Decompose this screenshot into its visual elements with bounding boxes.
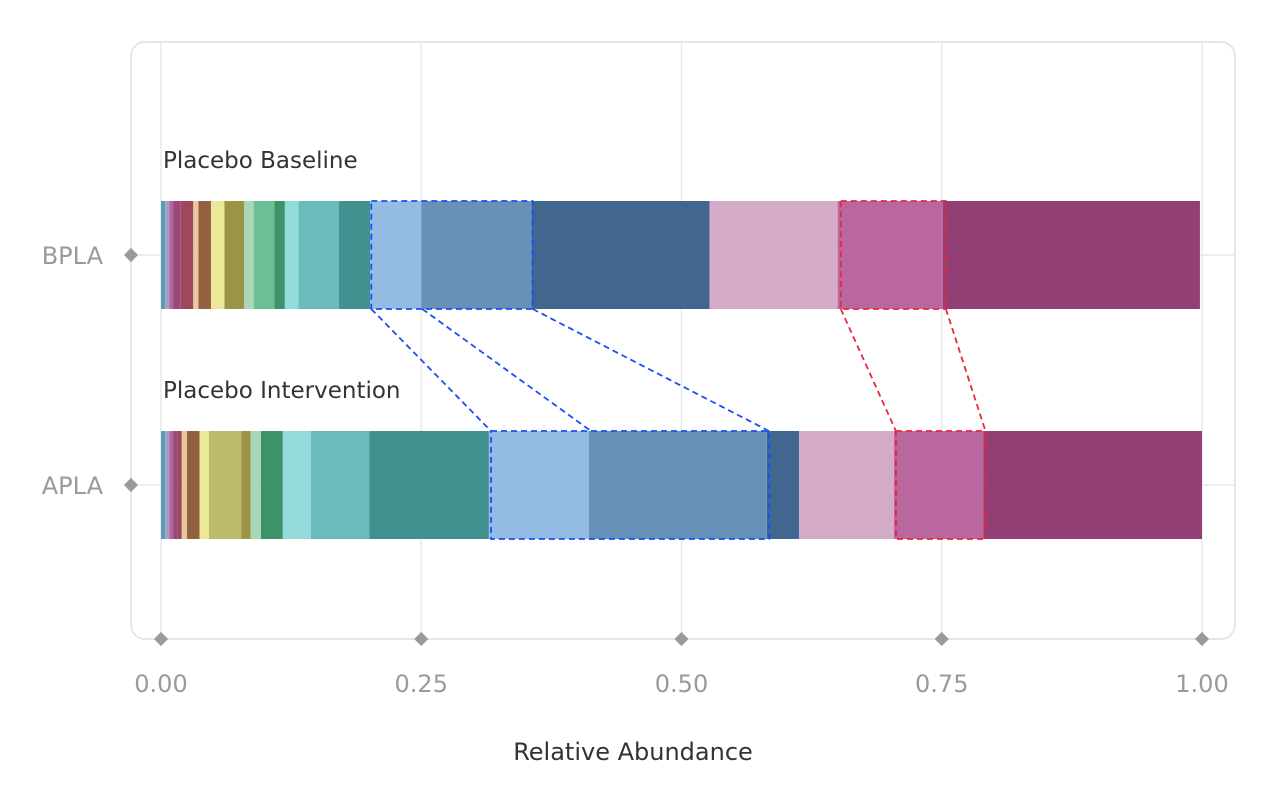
bar-segment (244, 201, 254, 309)
x-tick-label: 0.00 (134, 670, 187, 698)
bar-segment (488, 431, 589, 539)
bar-segment (588, 431, 767, 539)
bar-segment (799, 431, 894, 539)
bar-title: Placebo Baseline (163, 148, 358, 174)
connector-line (532, 308, 770, 432)
bar-segment (198, 201, 211, 309)
bar-segment (260, 431, 283, 539)
x-tick-mark (934, 631, 949, 647)
x-tick-label: 0.75 (915, 670, 968, 698)
bar-segment (310, 431, 370, 539)
bar-segment (210, 201, 225, 309)
x-tick-mark (414, 631, 429, 647)
bar-segment (161, 201, 166, 309)
x-tick-mark (153, 631, 169, 647)
bar-segment (282, 431, 311, 539)
bar-segment (837, 201, 943, 309)
bar-segment (298, 201, 340, 309)
connector-line (370, 308, 492, 432)
bar-segment (224, 201, 245, 309)
bar-segment (165, 431, 170, 539)
y-tick-label: BPLA (42, 242, 104, 270)
bar-segment (370, 201, 422, 309)
bar-segment (250, 431, 261, 539)
axes: 0.00 0.25 0.50 0.75 1.00 BPLA Placebo Baseline… (42, 148, 1229, 698)
bar-segment (942, 201, 1200, 309)
bar-segment (173, 201, 181, 309)
bar-segment (181, 431, 188, 539)
highlight-box (895, 430, 987, 540)
bar-segment (187, 431, 200, 539)
bar-segment (339, 201, 371, 309)
bar-segment (253, 201, 275, 309)
x-tick-label: 0.25 (395, 670, 448, 698)
bar-segment (709, 201, 838, 309)
bar-segment (165, 201, 170, 309)
highlight-box (370, 200, 534, 310)
highlight-connectors (370, 200, 987, 540)
bar-segment (893, 431, 984, 539)
connector-line (839, 308, 897, 432)
x-tick-mark (1194, 631, 1210, 647)
bar-segment (421, 201, 532, 309)
connector-line (945, 308, 987, 432)
bar-segment (180, 201, 194, 309)
bar-segment (274, 201, 285, 309)
x-axis-title: Relative Abundance (513, 738, 753, 766)
x-tick-mark (674, 631, 689, 647)
bar-segment (169, 201, 174, 309)
bar-segment (531, 201, 710, 309)
bar-segment (169, 431, 174, 539)
bar-segment (284, 201, 299, 309)
y-tick-label: APLA (42, 472, 104, 500)
plot-panel (130, 41, 1236, 640)
bar-segment (161, 431, 166, 539)
bar-segment (177, 431, 182, 539)
bar-segment (193, 201, 199, 309)
highlight-box (490, 430, 770, 540)
bar-title: Placebo Intervention (163, 378, 401, 404)
bar-segment (199, 431, 209, 539)
x-tick-label: 0.50 (655, 670, 708, 698)
highlight-box (839, 200, 947, 310)
bar-segment (983, 431, 1202, 539)
y-tick-mark (123, 477, 139, 493)
x-tick-label: 1.00 (1175, 670, 1228, 698)
bar-segment (369, 431, 489, 539)
bar-segment (766, 431, 800, 539)
bar-segment (241, 431, 251, 539)
connector-line (421, 308, 592, 432)
bar-segment (173, 431, 178, 539)
bar-segment (208, 431, 242, 539)
bars (161, 201, 1202, 539)
